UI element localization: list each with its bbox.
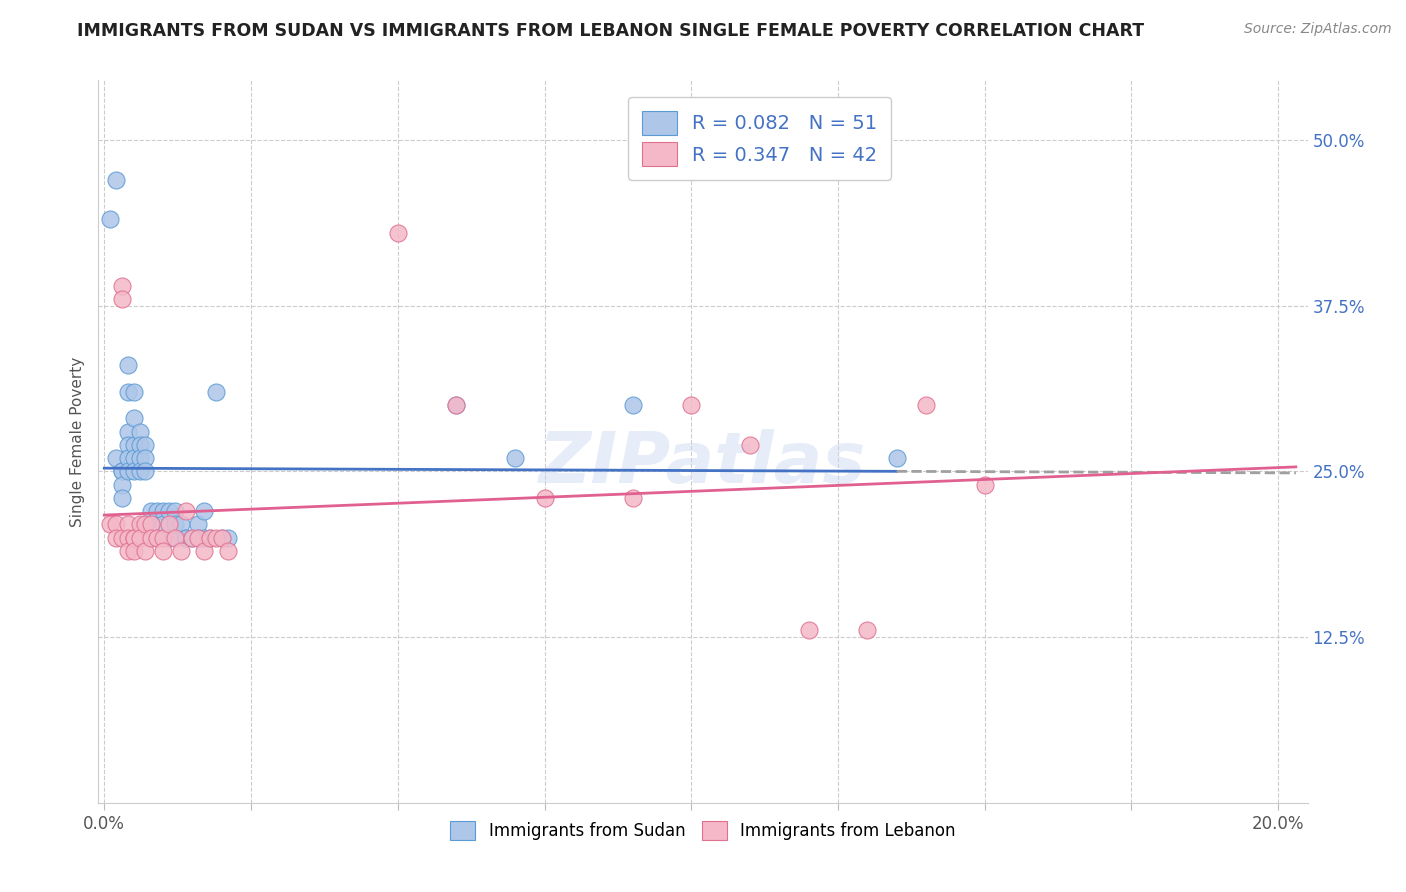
Point — [117, 359, 139, 373]
Point — [533, 491, 555, 505]
Point — [198, 531, 221, 545]
Point — [856, 624, 879, 638]
Point — [621, 491, 644, 505]
Point — [122, 384, 145, 399]
Point — [176, 504, 198, 518]
Point — [111, 531, 134, 545]
Point — [117, 438, 139, 452]
Point — [152, 544, 174, 558]
Legend: Immigrants from Sudan, Immigrants from Lebanon: Immigrants from Sudan, Immigrants from L… — [441, 813, 965, 848]
Point — [152, 531, 174, 545]
Point — [886, 451, 908, 466]
Point — [157, 504, 180, 518]
Point — [187, 531, 209, 545]
Point — [176, 531, 198, 545]
Point — [134, 517, 156, 532]
Point — [117, 464, 139, 478]
Point — [141, 517, 163, 532]
Point — [128, 425, 150, 439]
Point — [503, 451, 526, 466]
Point — [193, 544, 215, 558]
Point — [193, 504, 215, 518]
Point — [105, 531, 128, 545]
Y-axis label: Single Female Poverty: Single Female Poverty — [69, 357, 84, 526]
Point — [134, 438, 156, 452]
Point — [105, 451, 128, 466]
Point — [105, 517, 128, 532]
Point — [146, 504, 169, 518]
Point — [134, 451, 156, 466]
Point — [152, 517, 174, 532]
Point — [211, 531, 233, 545]
Point — [128, 438, 150, 452]
Point — [122, 544, 145, 558]
Point — [193, 531, 215, 545]
Point — [187, 517, 209, 532]
Point — [217, 531, 239, 545]
Text: ZIPatlas: ZIPatlas — [540, 429, 866, 498]
Point — [122, 451, 145, 466]
Point — [122, 531, 145, 545]
Point — [128, 517, 150, 532]
Point — [446, 398, 468, 412]
Point — [146, 531, 169, 545]
Point — [204, 384, 226, 399]
Point — [176, 531, 198, 545]
Point — [134, 544, 156, 558]
Point — [117, 384, 139, 399]
Point — [111, 464, 134, 478]
Point — [122, 464, 145, 478]
Point — [181, 531, 204, 545]
Point — [738, 438, 761, 452]
Point — [122, 411, 145, 425]
Point — [117, 544, 139, 558]
Point — [157, 531, 180, 545]
Point — [187, 531, 209, 545]
Text: Source: ZipAtlas.com: Source: ZipAtlas.com — [1244, 22, 1392, 37]
Point — [117, 425, 139, 439]
Point — [146, 531, 169, 545]
Point — [211, 531, 233, 545]
Point — [117, 517, 139, 532]
Point — [111, 278, 134, 293]
Point — [198, 531, 221, 545]
Point — [117, 531, 139, 545]
Point — [111, 292, 134, 306]
Point — [98, 212, 121, 227]
Point — [134, 464, 156, 478]
Point — [111, 464, 134, 478]
Point — [157, 517, 180, 532]
Point — [105, 172, 128, 186]
Point — [169, 544, 191, 558]
Point — [169, 517, 191, 532]
Point — [163, 531, 186, 545]
Point — [122, 531, 145, 545]
Point — [141, 504, 163, 518]
Point — [446, 398, 468, 412]
Point — [128, 451, 150, 466]
Point — [387, 226, 409, 240]
Point — [128, 464, 150, 478]
Point — [111, 477, 134, 491]
Point — [681, 398, 703, 412]
Point — [181, 531, 204, 545]
Point — [163, 517, 186, 532]
Point — [163, 504, 186, 518]
Point — [217, 544, 239, 558]
Point — [141, 531, 163, 545]
Point — [152, 504, 174, 518]
Point — [141, 517, 163, 532]
Point — [122, 438, 145, 452]
Point — [111, 491, 134, 505]
Point — [204, 531, 226, 545]
Point — [797, 624, 820, 638]
Point — [973, 477, 995, 491]
Point — [117, 451, 139, 466]
Point — [98, 517, 121, 532]
Point — [621, 398, 644, 412]
Text: IMMIGRANTS FROM SUDAN VS IMMIGRANTS FROM LEBANON SINGLE FEMALE POVERTY CORRELATI: IMMIGRANTS FROM SUDAN VS IMMIGRANTS FROM… — [77, 22, 1144, 40]
Point — [915, 398, 938, 412]
Point — [128, 531, 150, 545]
